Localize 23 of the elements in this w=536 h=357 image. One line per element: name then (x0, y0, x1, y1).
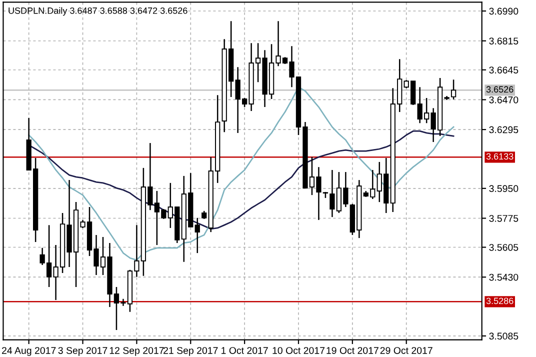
y-tick-label: 3.5085 (489, 332, 518, 340)
y-tick-label: 3.6645 (489, 66, 518, 74)
y-tick-label: 3.5430 (489, 274, 518, 281)
x-tick-label: 10 Oct 2017 (272, 347, 324, 354)
y-tick-label: 3.5605 (489, 244, 518, 251)
candlestick (194, 217, 200, 254)
x-tick-label: 21 Sep 2017 (164, 347, 218, 356)
y-tick-label: 3.5950 (489, 185, 518, 192)
ref-line-label: 3.5286 (486, 298, 514, 304)
y-tick-label: 3.6815 (489, 38, 518, 44)
y-tick-label: 3.6295 (489, 126, 518, 134)
ref-line-label: 3.6133 (486, 153, 514, 160)
x-tick-label: 24 Aug 2017 (2, 347, 56, 356)
x-tick-label: 19 Oct 2017 (326, 347, 378, 354)
x-tick-label: 12 Sep 2017 (110, 347, 164, 356)
x-tick-label: 1 Oct 2017 (222, 347, 268, 354)
y-tick-label: 3.5775 (489, 214, 518, 222)
text: USDPLN.Daily 3.6487 3.6588 3.6472 3.6526 (8, 7, 188, 16)
y-tick-label: 3.6470 (489, 96, 518, 104)
x-tick-label: 3 Sep 2017 (58, 347, 108, 356)
y-tick-label: 3.6990 (489, 8, 518, 15)
x-tick-label: 29 Oct 2017 (380, 347, 432, 354)
ref-line-label: 3.6526 (486, 86, 514, 93)
